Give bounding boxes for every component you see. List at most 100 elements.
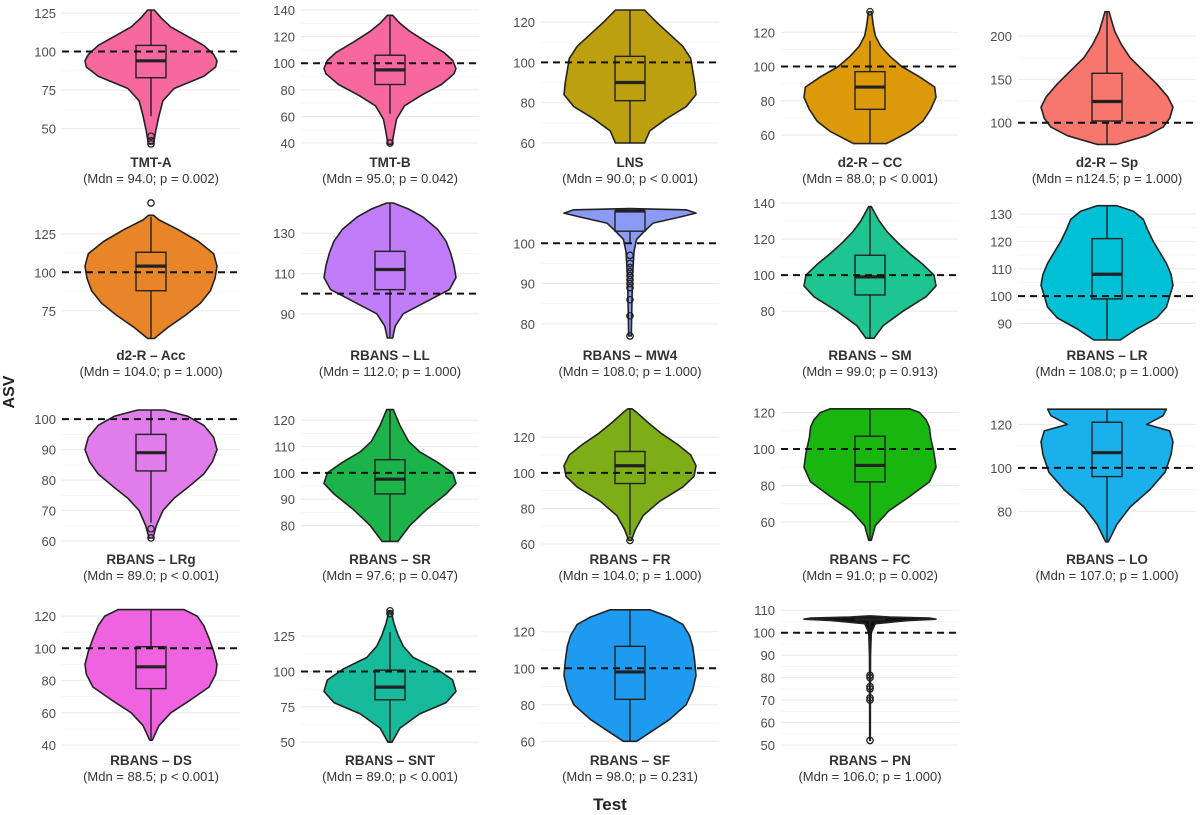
outlier-point [147,524,155,533]
panel-title: RBANS – LO [1066,552,1148,567]
y-tick-label: 120 [753,405,775,420]
y-tick-label: 100 [990,461,1012,476]
panel-stats: (Mdn = 91.0; p = 0.002) [802,568,938,583]
y-tick-label: 110 [274,267,295,282]
outlier-point [386,139,394,147]
panel: 60 80 100 120 RBANS – FR(Mdn = 104.0; p = 1.… [513,408,719,583]
violin-shape [84,608,218,741]
outlier-point [626,279,634,288]
violin-shape [563,609,697,743]
panel-stats: (Mdn = 97.6; p = 0.047) [322,568,458,583]
violin-shape [563,408,697,542]
panel-title: d2-R – CC [838,155,903,170]
y-tick-label: 75 [42,83,56,98]
panel: 40 60 80 100 120 140 TMT-B(Mdn = 95.0; p = 0.0… [273,3,479,186]
panel-stats: (Mdn = 88.0; p < 0.001) [802,171,938,186]
panel-stats: (Mdn = 90.0; p < 0.001) [562,171,698,186]
outlier-point [626,267,634,276]
y-tick-label: 90 [281,307,295,322]
outlier-point [866,673,874,682]
y-tick-label: 70 [42,504,56,519]
iqr-box [1091,72,1123,122]
iqr-box [614,55,646,102]
y-tick-label: 140 [273,3,295,18]
y-tick-label: 60 [761,716,775,731]
outlier-point [866,696,874,704]
y-tick-label: 100 [513,661,535,676]
panel-title: RBANS – SM [828,348,911,363]
outlier-point [866,671,874,680]
outlier-point [147,136,155,145]
panel-title: RBANS – LR [1066,348,1147,363]
panel-stats: (Mdn = 104.0; p = 1.000) [558,568,701,583]
y-tick-label: 80 [521,698,535,713]
y-tick-label: 200 [990,29,1012,44]
panel-title: RBANS – SF [590,753,670,768]
y-tick-label: 100 [513,236,535,251]
x-axis-title: Test [593,795,627,814]
y-tick-label: 125 [34,227,56,242]
y-tick-label: 120 [513,430,535,445]
y-tick-label: 100 [273,56,295,71]
panel: 60 80 100 120 RBANS – FC(Mdn = 91.0; p = 0.0… [753,405,959,583]
y-tick-label: 90 [281,492,295,507]
y-tick-label: 120 [513,15,535,30]
outlier-point [147,132,155,141]
y-tick-label: 50 [281,735,295,750]
violin-shape [84,214,218,340]
panel: 90 110 130 RBANS – LL(Mdn = 112.0; p = 1.00… [273,202,479,379]
y-tick-label: 100 [34,641,56,656]
panel-stats: (Mdn = 112.0; p = 1.000) [319,364,461,379]
y-tick-label: 80 [42,674,56,689]
y-tick-label: 80 [281,83,295,98]
outlier-point [866,685,874,693]
panel: 75 100 125 d2-R – Acc(Mdn = 104.0; p = 1.00… [34,199,240,379]
y-tick-label: 100 [753,268,775,283]
panel: 60 80 100 120 d2-R – CC(Mdn = 88.0; p < 0.00… [753,7,959,186]
panel: 90 100 110 120 130 RBANS – LR(Mdn = 108.0; p … [990,204,1196,379]
outlier-point [386,609,394,618]
panel-title: RBANS – SNT [345,753,436,768]
panel-stats: (Mdn = 108.0; p = 1.000) [558,364,701,379]
panel: 60 80 100 120 LNS(Mdn = 90.0; p < 0.001) [513,9,719,186]
panel: 80 100 120 140 RBANS – SM(Mdn = 99.0; p = 0.… [753,196,959,379]
panel-title: RBANS – PN [829,753,911,768]
y-tick-label: 100 [513,55,535,70]
outlier-point [626,263,634,272]
outlier-point [866,736,874,745]
outlier-point [626,259,634,268]
panel-stats: (Mdn = 88.5; p < 0.001) [83,769,219,784]
violin-shape [803,205,937,339]
outlier-point [866,682,874,691]
y-tick-label: 80 [761,671,775,686]
y-tick-label: 80 [998,504,1012,519]
iqr-box [1091,421,1123,478]
y-tick-label: 140 [753,196,775,211]
panel-stats: (Mdn = 99.0; p = 0.913) [802,364,938,379]
y-tick-label: 100 [753,442,775,457]
y-tick-label: 60 [281,109,295,124]
panel-title: RBANS – FR [589,552,670,567]
outlier-point [626,251,634,260]
violin-shape [803,408,937,542]
iqr-box [374,458,406,495]
outlier-point [626,295,634,304]
y-tick-label: 50 [42,122,56,137]
outlier-point [626,536,634,545]
violin-shape [323,408,457,543]
y-tick-label: 100 [990,116,1012,131]
y-tick-label: 110 [991,262,1012,277]
outlier-point [866,693,874,702]
outlier-point [626,271,634,280]
iqr-box [854,70,886,111]
y-tick-label: 80 [761,479,775,494]
panel-title: RBANS – LRg [106,552,195,567]
y-tick-label: 90 [42,443,56,458]
y-tick-label: 120 [273,413,295,428]
outlier-point [626,311,634,320]
panel-stats: (Mdn = n124.5; p = 1.000) [1032,171,1182,186]
y-tick-label: 60 [761,128,775,143]
y-tick-label: 120 [513,625,535,640]
outlier-point [147,140,155,148]
y-tick-label: 80 [42,473,56,488]
